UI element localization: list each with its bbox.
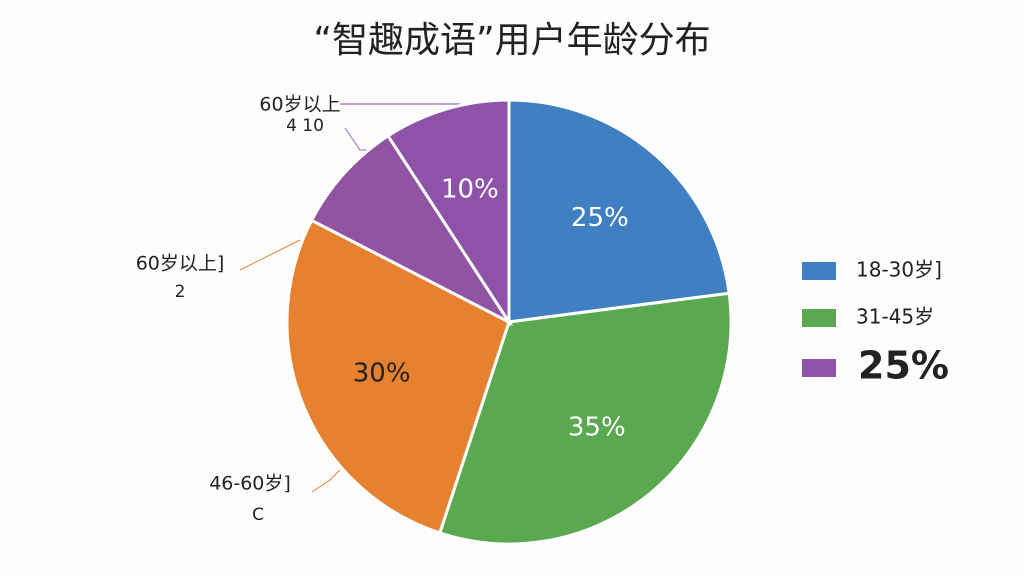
leader-line	[239, 239, 301, 271]
slice-label: 10%	[441, 175, 499, 205]
legend-label: 25%	[858, 344, 949, 388]
slice-label: 25%	[571, 203, 629, 233]
legend-swatch	[802, 359, 836, 377]
pie-slice	[437, 291, 733, 546]
pie-slice	[385, 98, 511, 328]
legend-swatch	[802, 309, 836, 327]
chart-title: “智趣成语”用户年龄分布	[313, 20, 710, 61]
legend-label: 31-45岁	[856, 305, 934, 329]
annotation: 46-60岁]	[209, 473, 291, 495]
annotation: 60岁以上]	[136, 253, 225, 275]
annotation-sub: 4 10	[286, 116, 324, 136]
slice-label: 30%	[353, 359, 411, 389]
annotation-sub: C	[252, 505, 264, 525]
pie-slice	[285, 218, 511, 535]
pie-slice	[507, 98, 731, 324]
annotation-sub: 2	[175, 282, 186, 302]
pie-slice	[309, 133, 514, 326]
slice-label: 35%	[568, 413, 626, 443]
legend-swatch	[802, 262, 836, 280]
legend-label: 18-30岁]	[856, 258, 942, 282]
leader-line	[311, 469, 341, 493]
annotation: 60岁以上	[259, 94, 340, 116]
